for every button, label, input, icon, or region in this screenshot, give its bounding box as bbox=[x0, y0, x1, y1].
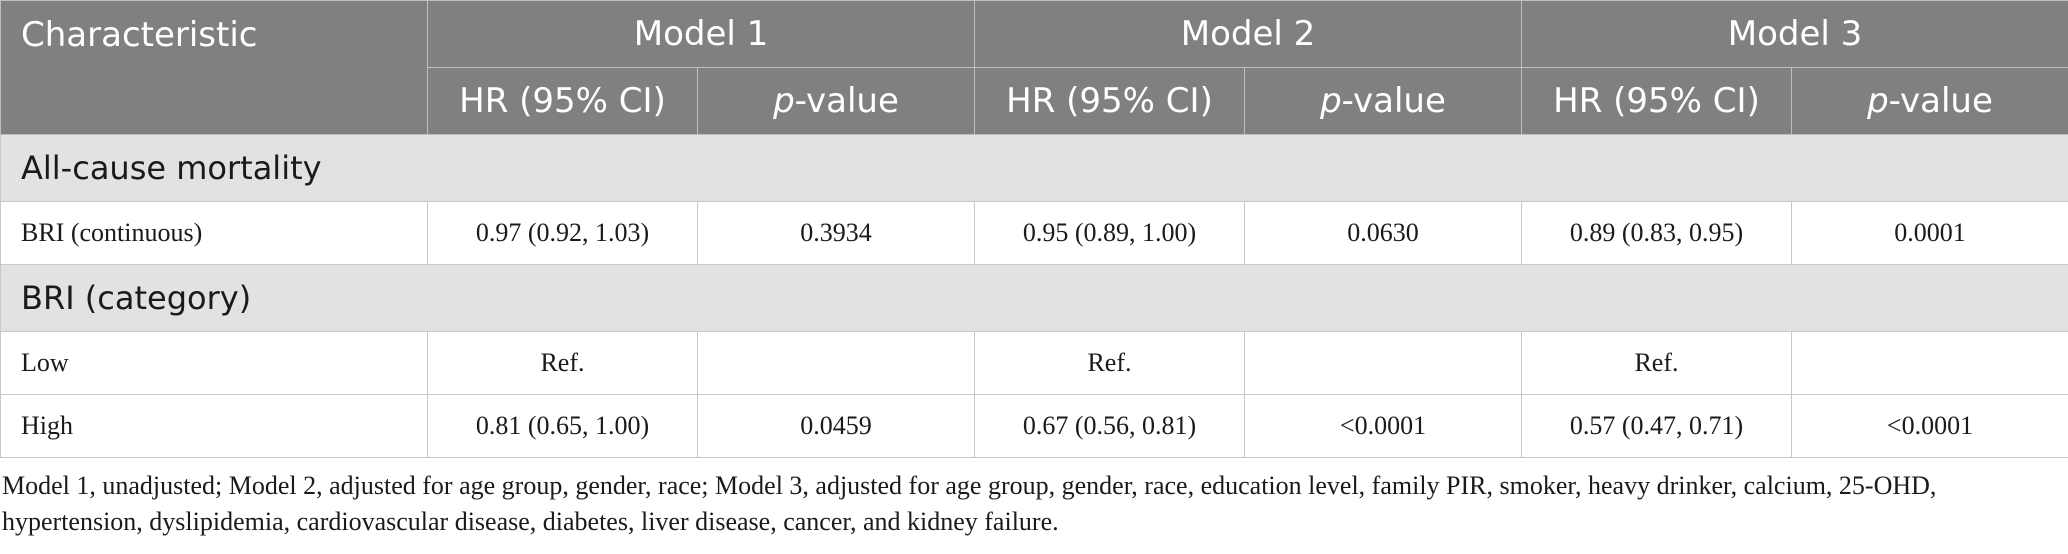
section-title: BRI (category) bbox=[0, 264, 2068, 332]
header-hr-model-1: HR (95% CI) bbox=[427, 67, 698, 135]
cell-m3-p bbox=[1791, 331, 2068, 395]
p-suffix: -value bbox=[1341, 81, 1446, 121]
row-label: High bbox=[0, 394, 428, 458]
cell-m3-p: <0.0001 bbox=[1791, 394, 2068, 458]
cell-m3-hr: Ref. bbox=[1521, 331, 1792, 395]
section-row-all-cause-mortality: All-cause mortality bbox=[0, 134, 2068, 202]
header-model-2: Model 2 bbox=[974, 0, 1522, 68]
cell-m1-p: 0.0459 bbox=[697, 394, 975, 458]
p-italic: p bbox=[1320, 81, 1342, 121]
p-suffix: -value bbox=[1888, 81, 1993, 121]
table-container: Characteristic Model 1 Model 2 Model 3 H… bbox=[0, 0, 2068, 536]
p-suffix: -value bbox=[794, 81, 899, 121]
header-p-model-1: p-value bbox=[697, 67, 975, 135]
header-hr-model-2: HR (95% CI) bbox=[974, 67, 1245, 135]
cell-m2-p bbox=[1244, 331, 1522, 395]
section-row-bri-category: BRI (category) bbox=[0, 264, 2068, 332]
row-label: BRI (continuous) bbox=[0, 201, 428, 265]
hazard-ratio-table: Characteristic Model 1 Model 2 Model 3 H… bbox=[0, 0, 2068, 458]
cell-m3-hr: 0.57 (0.47, 0.71) bbox=[1521, 394, 1792, 458]
cell-m1-hr: 0.81 (0.65, 1.00) bbox=[427, 394, 698, 458]
cell-m2-p: 0.0630 bbox=[1244, 201, 1522, 265]
cell-m2-hr: Ref. bbox=[974, 331, 1245, 395]
cell-m1-p bbox=[697, 331, 975, 395]
table-row: Low Ref. Ref. Ref. bbox=[0, 331, 2068, 395]
cell-m1-hr: Ref. bbox=[427, 331, 698, 395]
header-p-model-2: p-value bbox=[1244, 67, 1522, 135]
section-title: All-cause mortality bbox=[0, 134, 2068, 202]
cell-m2-p: <0.0001 bbox=[1244, 394, 1522, 458]
cell-m1-hr: 0.97 (0.92, 1.03) bbox=[427, 201, 698, 265]
header-row-models: Characteristic Model 1 Model 2 Model 3 bbox=[0, 0, 2068, 135]
row-label: Low bbox=[0, 331, 428, 395]
header-row-metrics: HR (95% CI) p-value HR (95% CI) p-value … bbox=[1, 67, 2068, 135]
cell-m1-p: 0.3934 bbox=[697, 201, 975, 265]
cell-m3-p: 0.0001 bbox=[1791, 201, 2068, 265]
header-hr-model-3: HR (95% CI) bbox=[1521, 67, 1792, 135]
header-model-3: Model 3 bbox=[1521, 0, 2068, 68]
table-row: BRI (continuous) 0.97 (0.92, 1.03) 0.393… bbox=[0, 201, 2068, 265]
p-italic: p bbox=[1867, 81, 1889, 121]
table-footnote: Model 1, unadjusted; Model 2, adjusted f… bbox=[2, 471, 1937, 536]
cell-m2-hr: 0.95 (0.89, 1.00) bbox=[974, 201, 1245, 265]
header-model-1: Model 1 bbox=[427, 0, 975, 68]
cell-m3-hr: 0.89 (0.83, 0.95) bbox=[1521, 201, 1792, 265]
header-characteristic: Characteristic bbox=[0, 0, 428, 135]
cell-m2-hr: 0.67 (0.56, 0.81) bbox=[974, 394, 1245, 458]
header-p-model-3: p-value bbox=[1791, 67, 2068, 135]
p-italic: p bbox=[773, 81, 795, 121]
table-row: High 0.81 (0.65, 1.00) 0.0459 0.67 (0.56… bbox=[0, 394, 2068, 458]
